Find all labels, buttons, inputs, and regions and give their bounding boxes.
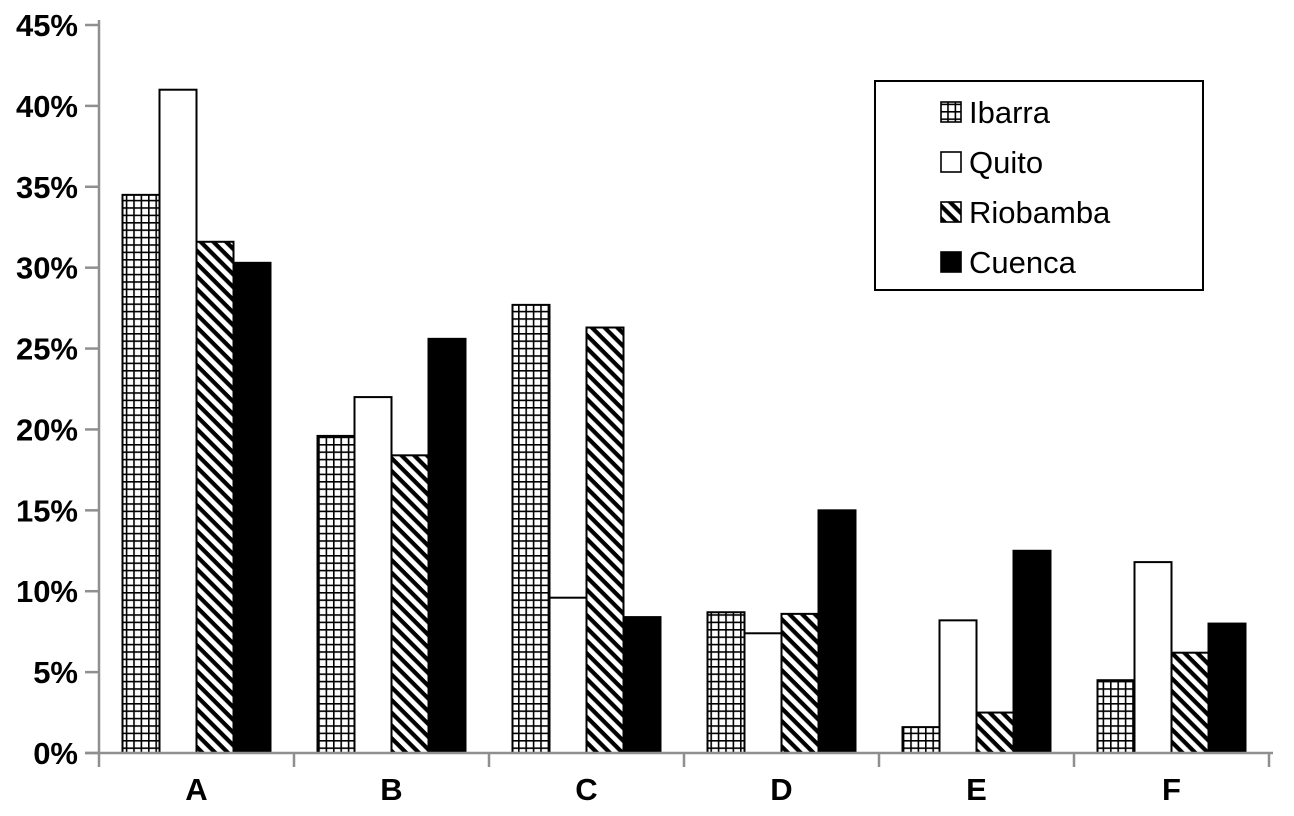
y-tick-label: 10%: [16, 574, 78, 609]
bar-riobamba-b: [390, 454, 430, 754]
bar-quito-b: [353, 396, 393, 754]
bar-cuenca-a: [232, 261, 272, 754]
legend-label-riobamba: Riobamba: [969, 195, 1111, 230]
y-tick-label: 25%: [16, 332, 78, 367]
x-category-label: C: [575, 772, 597, 807]
x-category-label: F: [1162, 772, 1181, 807]
legend-swatch-riobamba: [940, 201, 962, 223]
y-tick-label: 5%: [33, 655, 78, 690]
y-tick-label: 0%: [33, 736, 78, 771]
y-tick-label: 20%: [16, 412, 78, 447]
y-tick-label: 35%: [16, 170, 78, 205]
bar-ibarra-c: [511, 303, 551, 754]
bar-ibarra-a: [121, 193, 161, 755]
y-tick-label: 30%: [16, 251, 78, 286]
bar-cuenca-f: [1207, 622, 1247, 754]
bar-ibarra-d: [706, 611, 746, 755]
bar-cuenca-c: [622, 616, 662, 755]
legend-label-cuenca: Cuenca: [969, 245, 1077, 280]
bar-riobamba-c: [585, 326, 625, 754]
bar-riobamba-a: [195, 240, 235, 754]
bar-ibarra-f: [1096, 679, 1136, 755]
bar-riobamba-e: [975, 711, 1015, 754]
x-category-label: B: [380, 772, 402, 807]
x-category-label: A: [185, 772, 207, 807]
bar-riobamba-f: [1170, 651, 1210, 754]
bar-quito-e: [938, 619, 978, 754]
bar-quito-a: [158, 88, 198, 754]
bar-quito-d: [743, 632, 783, 754]
y-tick-label: 45%: [16, 8, 78, 43]
legend: Ibarra Quito Riobamba Cuenca: [874, 80, 1204, 291]
x-category-label: D: [770, 772, 792, 807]
bar-quito-c: [548, 596, 588, 755]
bar-quito-f: [1133, 561, 1173, 755]
x-category-label: E: [966, 772, 987, 807]
y-tick-label: 15%: [16, 493, 78, 528]
bar-ibarra-e: [901, 726, 941, 754]
legend-box: [874, 80, 1204, 291]
y-tick-label: 40%: [16, 89, 78, 124]
bar-cuenca-b: [427, 337, 467, 754]
legend-label-quito: Quito: [969, 145, 1043, 180]
bar-cuenca-d: [817, 509, 857, 755]
legend-swatch-ibarra: [940, 101, 962, 123]
bar-cuenca-e: [1012, 549, 1052, 754]
bar-riobamba-d: [780, 612, 820, 754]
legend-swatch-quito: [940, 151, 962, 173]
legend-label-ibarra: Ibarra: [969, 95, 1051, 130]
bar-ibarra-b: [316, 434, 356, 754]
legend-swatch-cuenca: [940, 251, 962, 273]
